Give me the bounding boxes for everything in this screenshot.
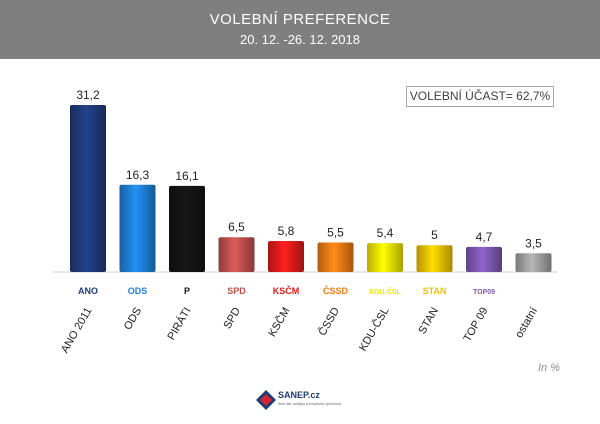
party-logo-icon: ODS — [128, 286, 148, 296]
category-label: ČSSD — [316, 305, 343, 338]
bar-čssd — [317, 242, 354, 272]
party-logo-icon: ANO — [78, 286, 98, 296]
sanep-logo: SANEP.cz Sběr dat, analýzy a empirická v… — [256, 389, 356, 413]
category-label: PIRÁTI — [165, 305, 194, 342]
value-label: 3,5 — [525, 236, 542, 250]
bar-top-09 — [466, 246, 502, 272]
value-label: 5,4 — [377, 226, 394, 240]
category-label: KDU-ČSL — [356, 305, 391, 353]
party-logo-icon: ČSSD — [323, 285, 349, 296]
value-label: 5 — [431, 228, 438, 242]
value-label: 16,1 — [175, 169, 199, 183]
party-logo-text: TOP09 — [473, 289, 495, 296]
bar-ano-2011 — [70, 105, 106, 272]
party-logo-icon: TOP09 — [473, 289, 495, 296]
party-logo-icon: KSČM — [273, 285, 300, 296]
category-label: ODS — [122, 306, 144, 333]
bar-piráti — [169, 185, 205, 272]
party-logo-text: STAN — [423, 286, 447, 296]
party-logo-text: ODS — [128, 286, 148, 296]
bar-ods — [119, 184, 156, 272]
value-label: 5,8 — [278, 224, 295, 238]
party-logo-icon: KDU-ČSL — [369, 287, 401, 296]
value-label: 6,5 — [228, 220, 245, 234]
category-label: ANO 2011 — [59, 306, 95, 356]
bar-kdu-čsl — [367, 243, 403, 272]
category-label: ostatní — [513, 306, 540, 341]
sanep-tagline: Sběr dat, analýzy a empirická výzkumná — [278, 402, 341, 406]
party-logo-text: ANO — [78, 286, 98, 296]
party-logo-text: P — [184, 286, 190, 296]
unit-label: In % — [537, 362, 560, 374]
chart-date-range: 20. 12. -26. 12. 2018 — [240, 32, 360, 47]
category-label: STAN — [416, 305, 441, 336]
party-logo-text: ČSSD — [323, 285, 349, 296]
party-logo-text: KDU-ČSL — [369, 287, 401, 296]
party-logo-icon: P — [184, 286, 190, 296]
bar-spd — [218, 237, 255, 272]
turnout-box: VOLEBNÍ ÚČAST= 62,7% — [406, 86, 554, 107]
party-logo-icon: STAN — [423, 286, 447, 296]
category-label: KSČM — [265, 305, 292, 339]
chart-title: VOLEBNÍ PREFERENCE — [209, 11, 391, 28]
chart-header: VOLEBNÍ PREFERENCE 20. 12. -26. 12. 2018 — [0, 0, 600, 59]
bar-stan — [416, 245, 453, 272]
bar-ostatní — [515, 253, 552, 272]
value-label: 31,2 — [76, 88, 100, 102]
sanep-brand: SANEP.cz — [278, 390, 320, 400]
category-label: TOP 09 — [461, 306, 490, 344]
party-logo-icon: SPD — [227, 286, 246, 296]
value-label: 16,3 — [126, 168, 150, 182]
value-label: 5,5 — [327, 226, 344, 240]
value-label: 4,7 — [476, 230, 493, 244]
party-logo-text: KSČM — [273, 285, 300, 296]
bar-ksčm — [268, 240, 304, 272]
sanep-logo-icon — [256, 390, 276, 410]
category-label: SPD — [221, 305, 243, 331]
party-logo-text: SPD — [227, 286, 246, 296]
